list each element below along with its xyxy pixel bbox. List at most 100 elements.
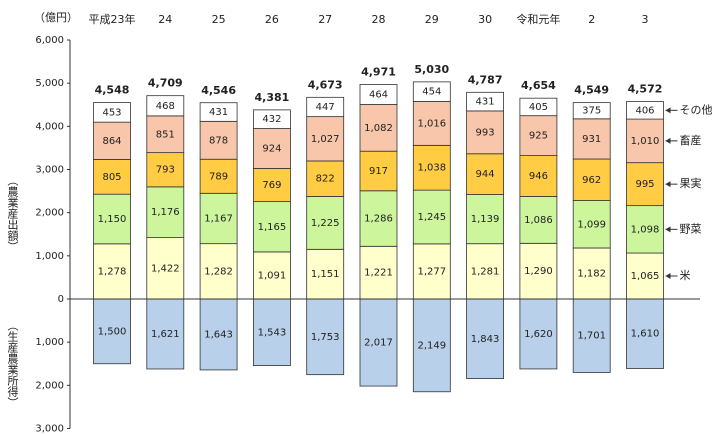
x-tick-label: 30: [478, 13, 492, 26]
segment-label: 1,167: [204, 213, 233, 224]
y-tick-label: 3,000: [35, 424, 64, 435]
legend-arrowhead: [665, 181, 671, 188]
bar-segment: [519, 242, 558, 300]
bar-segment: [359, 150, 398, 192]
segment-label: 917: [369, 166, 388, 177]
bar-segment: [519, 115, 558, 157]
segment-label: 1,086: [524, 215, 553, 226]
x-tick-label: 28: [372, 13, 386, 26]
bar-segment: [93, 121, 131, 160]
x-tick-label: 24: [158, 13, 172, 26]
lower-bar-label: 1,621: [151, 329, 180, 340]
lower-bar-label: 1,610: [631, 329, 660, 340]
segment-label: 931: [582, 134, 601, 145]
lower-bar: [466, 298, 505, 379]
bar-segment: [306, 116, 345, 162]
segment-label: 1,091: [258, 270, 287, 281]
segment-label: 793: [156, 165, 175, 176]
segment-label: 431: [476, 97, 495, 108]
total-label: 4,673: [308, 78, 343, 91]
bar-segment: [252, 128, 291, 169]
bar-segment: [466, 110, 505, 155]
segment-label: 1,151: [311, 269, 340, 280]
segment-label: 1,098: [631, 224, 660, 235]
segment-label: 1,277: [417, 266, 446, 277]
bar-segment: [146, 95, 185, 117]
bar-segment: [306, 96, 345, 118]
segment-label: 1,281: [471, 266, 500, 277]
lower-bar-label: 1,543: [258, 327, 287, 338]
lower-bar-label: 1,843: [471, 334, 500, 345]
x-tick-label: 27: [318, 13, 332, 26]
bar-segment: [626, 205, 664, 254]
segment-label: 1,165: [258, 222, 287, 233]
segment-label: 1,422: [151, 263, 180, 274]
total-label: 4,546: [201, 84, 236, 97]
y-tick-label: 2,000: [35, 208, 64, 219]
bar-segment: [252, 168, 291, 203]
bar-segment: [572, 247, 611, 300]
bar-segment: [626, 101, 664, 120]
segment-label: 1,099: [577, 219, 606, 230]
segment-label: 1,278: [98, 266, 127, 277]
y-tick-label: 0: [58, 294, 64, 305]
x-tick-label: 平成23年: [89, 12, 136, 26]
bar-segment: [412, 101, 451, 146]
legend-label: 野菜: [680, 222, 702, 235]
segment-label: 1,225: [311, 218, 340, 229]
legend-arrowhead: [665, 273, 671, 280]
total-label: 5,030: [414, 63, 449, 76]
segment-label: 1,150: [98, 214, 127, 225]
lower-bar-label: 2,149: [417, 340, 446, 351]
total-label: 4,709: [148, 77, 183, 90]
bar-segment: [412, 144, 451, 191]
lower-bar: [93, 298, 131, 365]
y-tick-label: 6,000: [35, 35, 64, 46]
segment-label: 1,038: [417, 163, 446, 174]
segment-label: 1,286: [364, 214, 393, 225]
segment-label: 1,182: [577, 268, 606, 279]
bar-segment: [93, 159, 131, 195]
total-label: 4,549: [574, 84, 609, 97]
bar-segment: [626, 252, 664, 300]
segment-label: 962: [582, 175, 601, 186]
x-tick-label: 26: [265, 13, 279, 26]
bar-segment: [146, 152, 185, 188]
segment-label: 453: [102, 107, 121, 118]
unit-label: （億円）: [34, 11, 78, 24]
segment-label: 1,082: [364, 123, 393, 134]
total-label: 4,654: [521, 79, 556, 92]
segment-label: 805: [102, 172, 121, 183]
segment-label: 1,282: [204, 266, 233, 277]
y-tick-label: 5,000: [35, 78, 64, 89]
segment-label: 944: [476, 169, 495, 180]
bar-segment: [306, 196, 345, 250]
lower-bar: [199, 298, 238, 371]
bar-segment: [519, 97, 558, 117]
bar-segment: [199, 158, 238, 194]
segment-label: 447: [316, 102, 335, 113]
lower-bar: [626, 298, 664, 369]
segment-label: 789: [209, 171, 228, 182]
y-tick-label: 2,000: [35, 380, 64, 391]
y-axis-label: （農業産出額）: [6, 175, 19, 252]
lower-bar-label: 2,017: [364, 338, 393, 349]
bar-segment: [199, 102, 238, 122]
bar-segment: [572, 102, 611, 120]
segment-label: 946: [529, 171, 548, 182]
lower-bar-label: 1,643: [204, 329, 233, 340]
segment-label: 1,221: [364, 268, 393, 279]
segment-label: 468: [156, 101, 175, 112]
bar-segment: [572, 158, 611, 201]
segment-label: 431: [209, 107, 228, 118]
bar-segment: [93, 243, 131, 300]
segment-label: 432: [262, 114, 281, 125]
segment-label: 822: [316, 174, 335, 185]
lower-bar: [572, 298, 611, 373]
segment-label: 1,027: [311, 134, 340, 145]
segment-label: 406: [635, 105, 654, 116]
bar-segment: [93, 193, 131, 245]
bar-segment: [412, 81, 451, 102]
legend-arrowhead: [665, 137, 671, 144]
x-tick-label: 令和元年: [516, 12, 560, 26]
